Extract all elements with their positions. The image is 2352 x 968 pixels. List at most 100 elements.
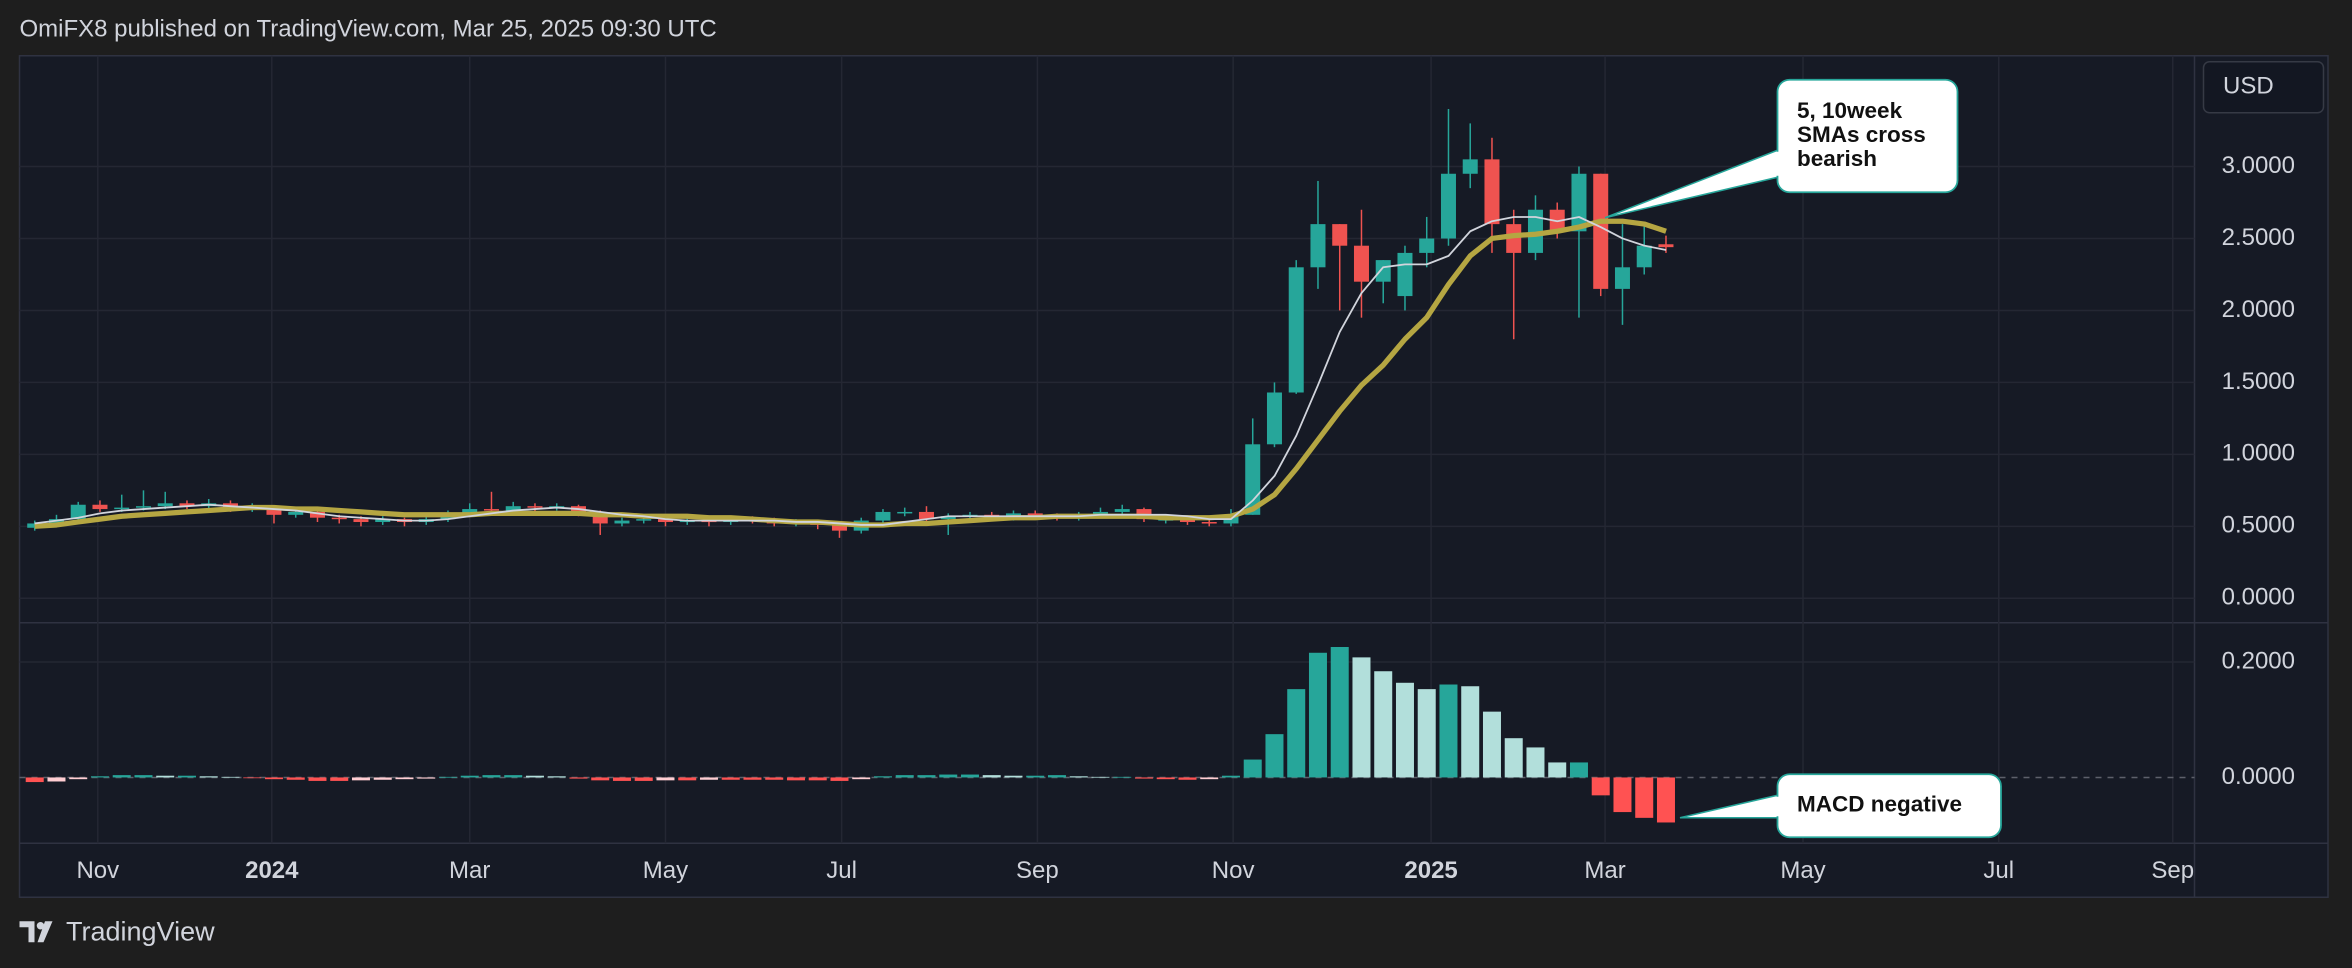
macd-bar: [1330, 646, 1349, 778]
macd-bar: [1178, 777, 1197, 780]
macd-bar: [25, 777, 44, 783]
macd-bar: [286, 777, 305, 780]
y-tick-label: 0.0000: [2222, 584, 2295, 611]
candle-body: [1375, 260, 1391, 282]
macd-bar: [1308, 652, 1327, 778]
macd-bar: [634, 777, 653, 781]
callout-seam: [1776, 796, 1781, 817]
macd-bar: [852, 777, 871, 780]
x-tick-label: May: [643, 857, 688, 884]
callout-seam: [1776, 151, 1781, 176]
x-tick-label: Nov: [1212, 857, 1255, 884]
macd-bar: [1243, 759, 1262, 778]
x-tick-label: Sep: [1016, 857, 1059, 884]
macd-bar: [504, 775, 523, 778]
candle-body: [505, 506, 521, 511]
candle-body: [1310, 224, 1326, 268]
macd-bar: [330, 777, 349, 781]
macd-bar: [1156, 777, 1175, 780]
macd-tick-label: 0.2000: [2222, 647, 2295, 674]
y-tick-label: 1.5000: [2222, 368, 2295, 395]
candle-body: [636, 519, 652, 521]
candle-body: [179, 503, 195, 507]
macd-bar: [743, 777, 762, 780]
candle-body: [1593, 173, 1609, 289]
macd-bar: [917, 775, 936, 778]
candle-body: [592, 511, 608, 524]
macd-bar: [1004, 775, 1023, 778]
candle-body: [940, 516, 956, 520]
macd-bar: [960, 774, 979, 778]
macd-bar: [1439, 684, 1458, 778]
y-tick-label: 0.5000: [2222, 512, 2295, 539]
macd-bar: [808, 777, 827, 781]
macd-bar: [177, 775, 196, 778]
macd-bar: [939, 774, 958, 778]
macd-bar: [1287, 689, 1306, 778]
candle-body: [375, 519, 391, 523]
macd-bar: [199, 776, 218, 778]
candle-body: [918, 511, 934, 520]
macd-bar: [525, 775, 544, 778]
annotation-text: 5, 10week: [1797, 98, 1903, 123]
x-tick-label: Sep: [2151, 857, 2194, 884]
macd-bar: [1526, 747, 1545, 778]
candle-body: [1419, 238, 1435, 253]
macd-bar: [221, 776, 240, 778]
macd-bar: [112, 775, 131, 778]
candle-body: [331, 517, 347, 520]
macd-bar: [1613, 777, 1632, 813]
macd-bar: [134, 775, 153, 778]
candle-body: [1353, 245, 1369, 282]
macd-bar: [243, 777, 262, 779]
macd-bar: [1200, 777, 1219, 780]
macd-bar: [1352, 657, 1371, 778]
macd-bar: [47, 777, 66, 782]
candle-body: [70, 504, 86, 520]
candle-body: [614, 520, 630, 524]
macd-bar: [264, 777, 283, 780]
macd-bar: [873, 776, 892, 778]
x-tick-label: Nov: [76, 857, 119, 884]
candle-body: [1571, 173, 1587, 232]
candle-body: [1201, 522, 1217, 524]
y-tick-label: 2.0000: [2222, 296, 2295, 323]
macd-bar: [1134, 777, 1153, 779]
currency-label: USD: [2223, 73, 2274, 100]
x-tick-label: 2025: [1404, 857, 1457, 884]
y-tick-label: 2.5000: [2222, 224, 2295, 251]
candle-body: [1332, 224, 1348, 246]
macd-bar: [460, 775, 479, 778]
candle-body: [527, 506, 543, 508]
y-tick-label: 3.0000: [2222, 152, 2295, 179]
candle-body: [1114, 509, 1130, 512]
candle-body: [92, 504, 108, 510]
tradingview-logo: [19, 921, 53, 943]
annotation-text: MACD negative: [1797, 792, 1962, 817]
macd-bar: [1374, 671, 1393, 778]
header: OmiFX8 published on TradingView.com, Mar…: [20, 16, 717, 43]
currency-button[interactable]: [2202, 61, 2325, 114]
candle-body: [1179, 519, 1195, 523]
macd-bar: [1395, 682, 1414, 778]
macd-bar: [395, 777, 414, 780]
chart-area: [18, 55, 2329, 898]
macd-bar: [1482, 711, 1501, 778]
candle-body: [266, 507, 282, 515]
x-tick-label: Mar: [1584, 857, 1625, 884]
y-tick-label: 1.0000: [2222, 440, 2295, 467]
macd-bar: [1221, 775, 1240, 778]
candle-body: [897, 511, 913, 514]
macd-bar: [656, 777, 675, 781]
x-tick-label: Mar: [449, 857, 490, 884]
macd-bar: [547, 776, 566, 778]
candle-body: [1397, 252, 1413, 297]
candle-body: [831, 524, 847, 531]
candle-body: [462, 509, 478, 514]
macd-bar: [1026, 775, 1045, 778]
macd-bar: [1265, 734, 1284, 778]
macd-bar: [308, 777, 327, 781]
x-tick-label: Jul: [826, 857, 857, 884]
candle-body: [353, 519, 369, 523]
